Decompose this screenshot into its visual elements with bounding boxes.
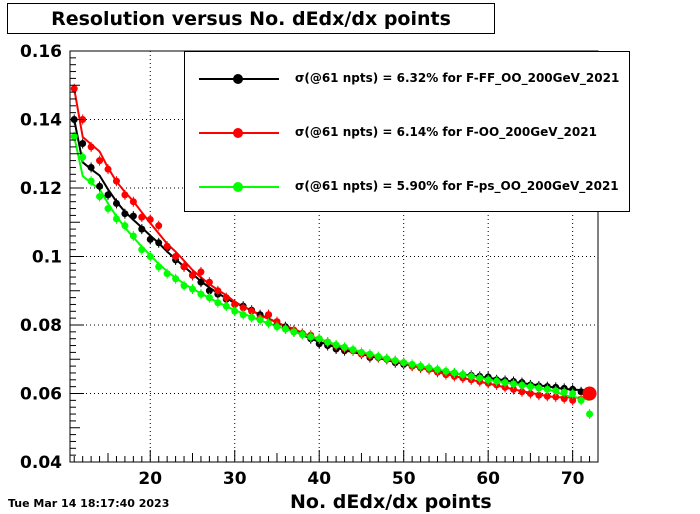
timestamp: Tue Mar 14 18:17:40 2023 <box>8 497 170 510</box>
endpoint-marker <box>582 386 597 401</box>
x-tick-label: 70 <box>561 469 585 489</box>
y-tick-label: 0.04 <box>20 453 62 473</box>
chart-title: Resolution versus No. dEdx/dx points <box>7 3 495 34</box>
legend-item-oo: σ(@61 npts) = 6.14% for F-OO_200GeV_2021 <box>185 123 629 143</box>
x-axis-label: No. dEdx/dx points <box>290 491 492 513</box>
x-tick-label: 30 <box>223 469 247 489</box>
legend-label-ps: σ(@61 npts) = 5.90% for F-ps_OO_200GeV_2… <box>295 179 619 193</box>
x-tick-label: 20 <box>138 469 162 489</box>
x-tick-label: 40 <box>307 469 331 489</box>
legend: σ(@61 npts) = 6.32% for F-FF_OO_200GeV_2… <box>184 51 630 212</box>
legend-marker-oo <box>233 128 243 138</box>
legend-label-ff: σ(@61 npts) = 6.32% for F-FF_OO_200GeV_2… <box>295 71 620 85</box>
legend-marker-ff <box>233 74 243 84</box>
legend-marker-ps <box>233 182 243 192</box>
x-tick-label: 60 <box>476 469 500 489</box>
legend-item-ps: σ(@61 npts) = 5.90% for F-ps_OO_200GeV_2… <box>185 177 629 197</box>
y-tick-label: 0.06 <box>20 385 62 405</box>
y-tick-label: 0.12 <box>20 179 62 199</box>
y-tick-label: 0.1 <box>32 248 62 268</box>
y-tick-label: 0.08 <box>20 316 62 336</box>
x-tick-label: 50 <box>392 469 416 489</box>
y-tick-label: 0.16 <box>20 42 62 62</box>
y-tick-label: 0.14 <box>20 111 62 131</box>
legend-label-oo: σ(@61 npts) = 6.14% for F-OO_200GeV_2021 <box>295 125 597 139</box>
legend-item-ff: σ(@61 npts) = 6.32% for F-FF_OO_200GeV_2… <box>185 69 629 89</box>
axes: 20 30 40 50 60 70 0.04 0.06 0.08 0.1 0.12 0.14 0.16 <box>20 42 591 489</box>
